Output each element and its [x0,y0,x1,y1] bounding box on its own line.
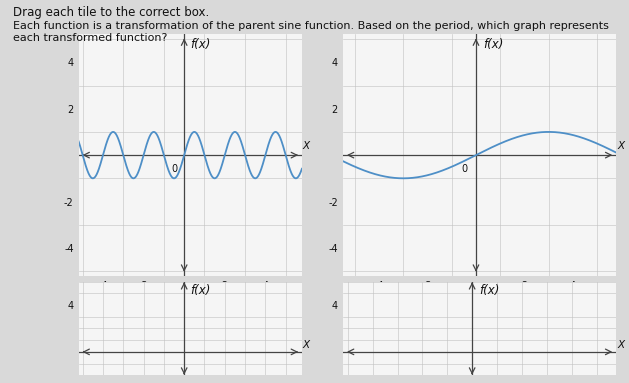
Text: f(x): f(x) [480,284,500,296]
Text: f(x): f(x) [191,38,211,51]
Text: Drag each tile to the correct box.: Drag each tile to the correct box. [13,6,209,19]
Text: 0: 0 [462,164,467,174]
Text: X: X [618,340,625,350]
Text: X: X [618,141,625,151]
Text: f(x): f(x) [483,38,504,51]
Text: Each function is a transformation of the parent sine function. Based on the peri: Each function is a transformation of the… [13,21,608,43]
Text: X: X [303,340,310,350]
Text: 0: 0 [171,164,177,174]
Text: X: X [303,141,310,151]
Text: f(x): f(x) [191,284,211,296]
